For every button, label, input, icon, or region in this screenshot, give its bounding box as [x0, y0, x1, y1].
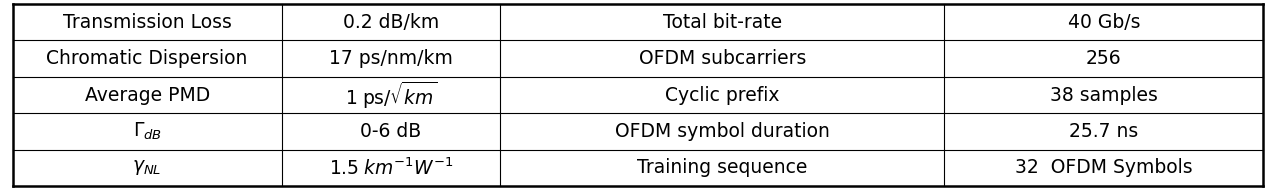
Text: 256: 256 [1086, 49, 1122, 68]
Text: 0.2 dB/km: 0.2 dB/km [343, 13, 439, 32]
Text: $1\;\mathrm{ps}/\sqrt{km}$: $1\;\mathrm{ps}/\sqrt{km}$ [345, 79, 438, 111]
Text: 38 samples: 38 samples [1050, 86, 1157, 104]
Text: $\gamma_{NL}$: $\gamma_{NL}$ [133, 158, 162, 177]
Text: OFDM symbol duration: OFDM symbol duration [615, 122, 829, 141]
Text: 17 ps/nm/km: 17 ps/nm/km [329, 49, 453, 68]
Text: Total bit-rate: Total bit-rate [662, 13, 782, 32]
Text: Chromatic Dispersion: Chromatic Dispersion [46, 49, 248, 68]
Text: Cyclic prefix: Cyclic prefix [665, 86, 780, 104]
Text: 0-6 dB: 0-6 dB [360, 122, 421, 141]
Text: Training sequence: Training sequence [637, 158, 808, 177]
Text: 32  OFDM Symbols: 32 OFDM Symbols [1014, 158, 1193, 177]
Text: 25.7 ns: 25.7 ns [1069, 122, 1138, 141]
Text: 40 Gb/s: 40 Gb/s [1068, 13, 1139, 32]
Text: Transmission Loss: Transmission Loss [63, 13, 232, 32]
Text: $1.5\;km^{-1}W^{-1}$: $1.5\;km^{-1}W^{-1}$ [329, 157, 453, 179]
Text: $\Gamma_{dB}$: $\Gamma_{dB}$ [133, 121, 162, 142]
Text: OFDM subcarriers: OFDM subcarriers [639, 49, 806, 68]
Text: Average PMD: Average PMD [84, 86, 209, 104]
